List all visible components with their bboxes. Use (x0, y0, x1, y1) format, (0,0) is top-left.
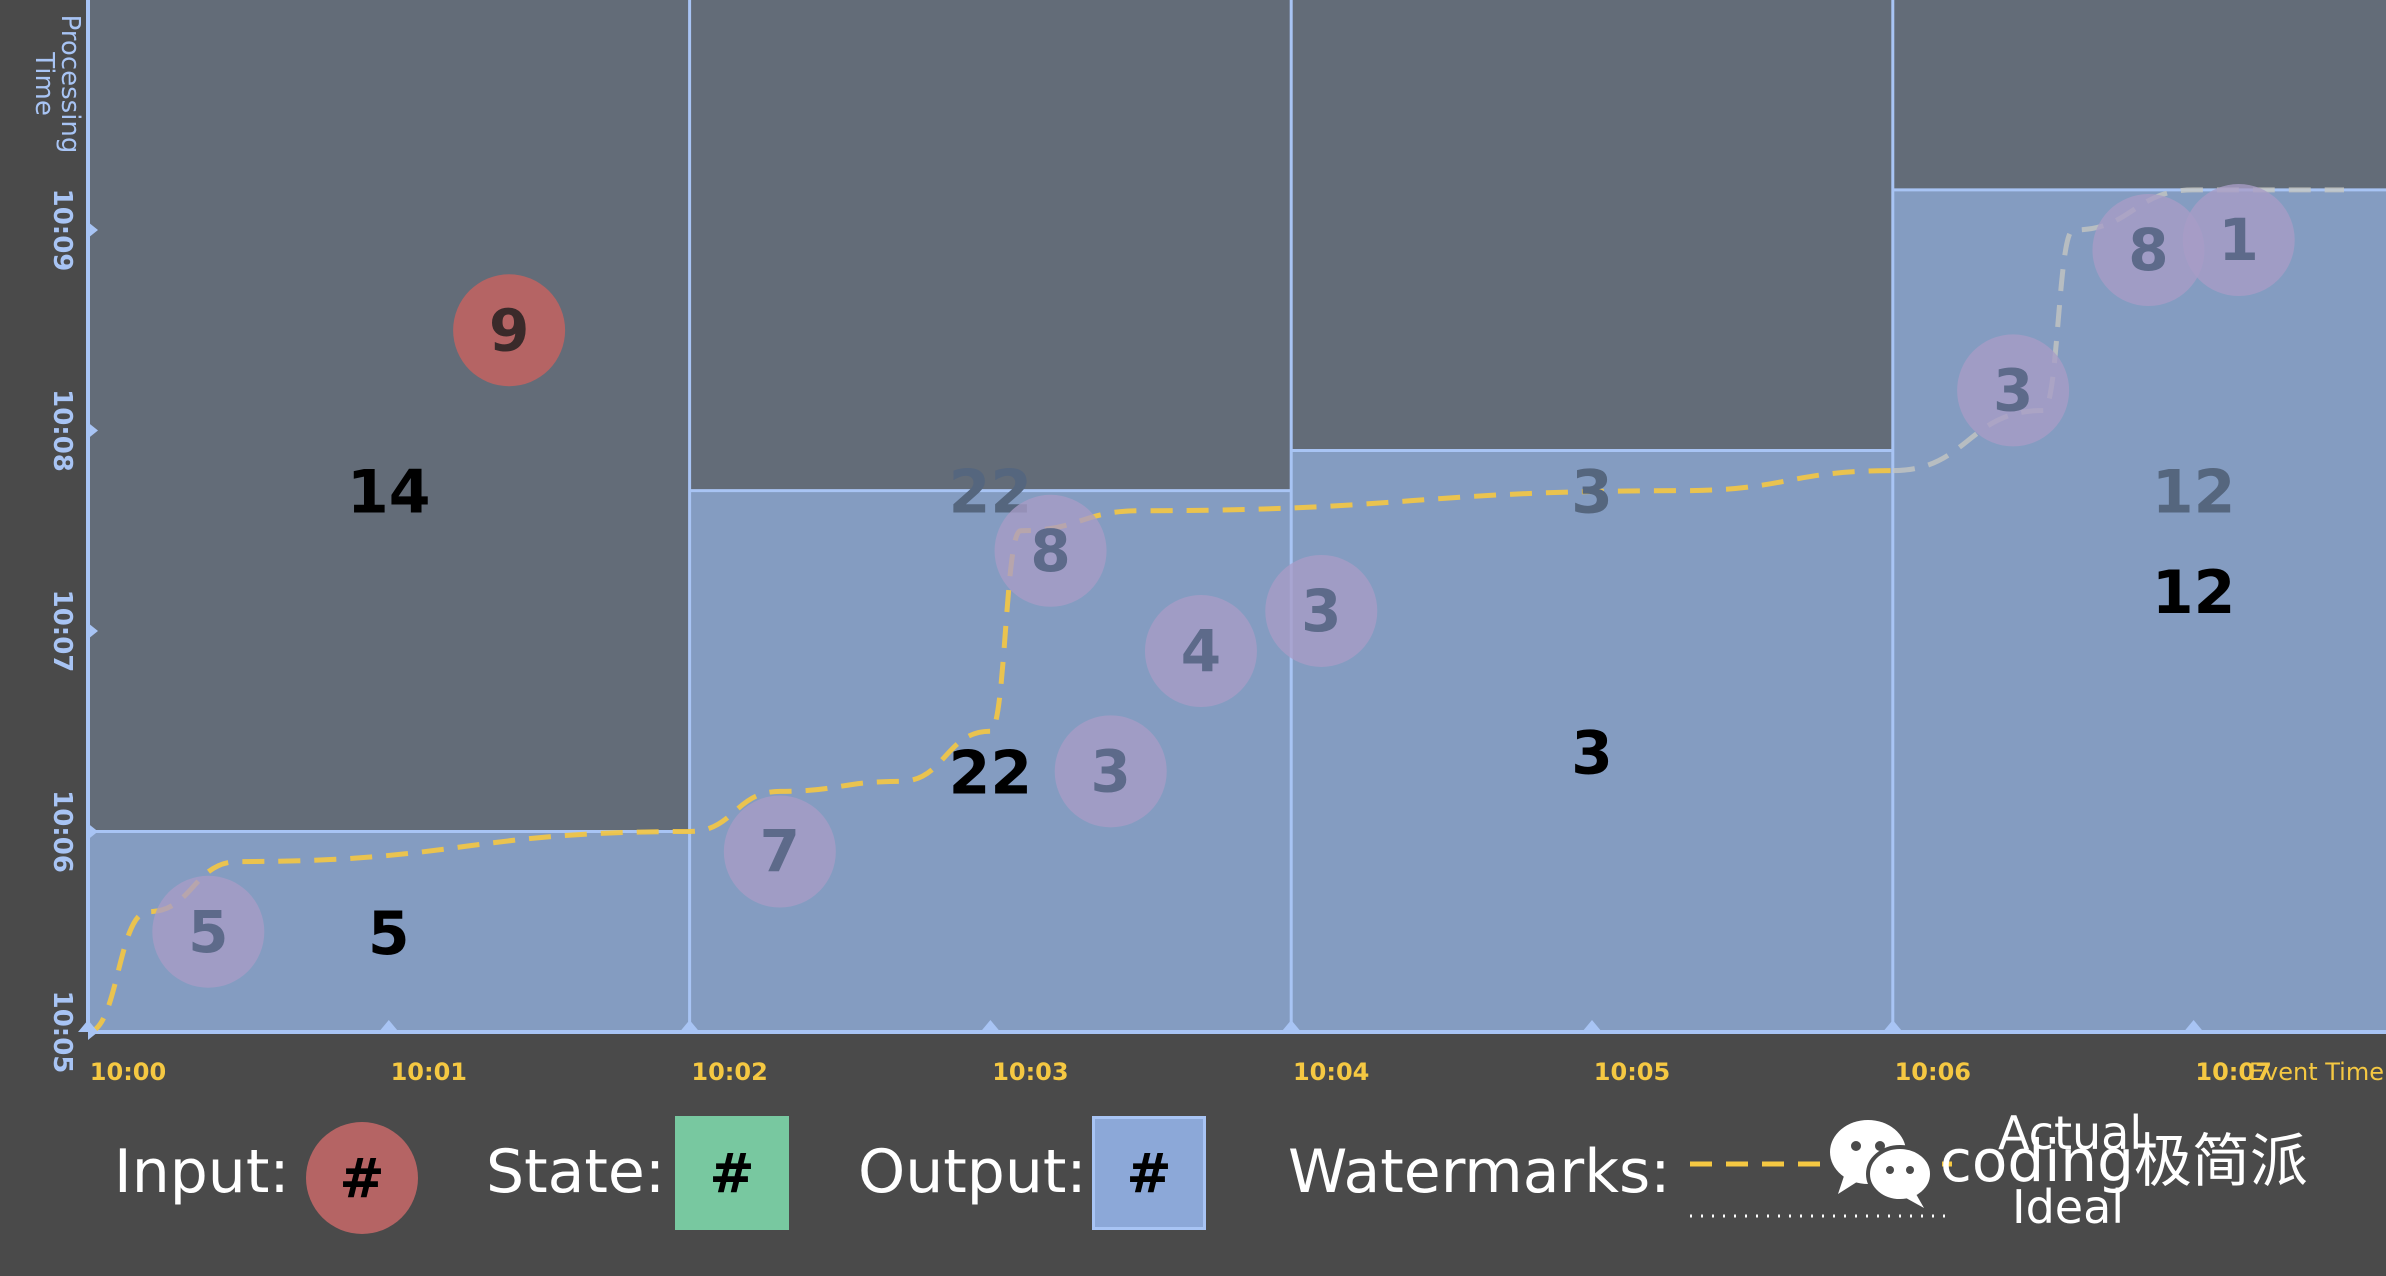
output-value-2-0: 3 (1571, 458, 1613, 528)
legend-output-label: Output: (858, 1137, 1087, 1207)
x-tick-marker-6 (1882, 1020, 1903, 1032)
input-element-4 (1054, 715, 1167, 828)
legend-input-hash: # (339, 1146, 385, 1210)
x-tick-label-5: 10:05 (1594, 1058, 1670, 1086)
input-value-7: 3 (1993, 356, 2033, 424)
output-value-1-1: 22 (949, 738, 1033, 808)
x-tick-marker-4 (1281, 1020, 1302, 1032)
input-value-6: 3 (1301, 577, 1341, 645)
x-tick-marker-0 (78, 1020, 98, 1032)
y-tick-label-1: 10:06 (47, 790, 77, 873)
input-element-9 (2182, 184, 2295, 297)
input-value-2: 7 (760, 818, 800, 886)
y-tick-marker-1 (88, 823, 98, 840)
x-tick-label-1: 10:01 (391, 1058, 467, 1086)
y-tick-marker-3 (88, 422, 98, 439)
window-pane-pending-1 (689, 0, 1292, 491)
y-tick-label-0: 10:05 (47, 991, 77, 1074)
x-tick-label-0: 10:00 (90, 1058, 166, 1086)
event-time-axis: 10:00 10:01 10:02 10:03 10:04 10:05 10:06 10:07… (78, 1020, 2384, 1086)
legend-output-symbol: # (1092, 1116, 1206, 1230)
x-tick-label-3: 10:03 (992, 1058, 1068, 1086)
window-pane-output-1 (689, 490, 1292, 1032)
input-element-7 (1957, 334, 2070, 447)
legend-actual-label: Actual (1998, 1106, 2143, 1160)
output-value-3-0: 12 (2152, 458, 2236, 528)
legend-watermarks-label: Watermarks: (1288, 1137, 1671, 1207)
input-value-4: 3 (1091, 737, 1131, 805)
legend-input-label: Input: (114, 1137, 290, 1207)
input-element-1 (453, 274, 566, 387)
watermark-lines (87, 187, 2344, 1035)
y-axis-title-1: Time (29, 51, 59, 116)
input-value-1: 9 (489, 296, 529, 364)
input-value-8: 8 (2128, 216, 2168, 284)
output-value-3-1: 12 (2152, 558, 2236, 628)
legend-state-symbol: # (675, 1116, 789, 1230)
wechat-icon (1830, 1120, 1934, 1208)
y-tick-marker-2 (88, 623, 98, 639)
x-tick-marker-1 (378, 1020, 399, 1032)
input-element-8 (2092, 194, 2205, 307)
x-tick-marker-3 (980, 1020, 1001, 1032)
y-tick-label-2: 10:07 (47, 590, 77, 673)
input-element-6 (1265, 554, 1378, 667)
x-tick-marker-7 (2183, 1020, 2204, 1032)
input-element-0 (152, 875, 265, 988)
input-value-3: 8 (1030, 517, 1070, 585)
legend-output-hash: # (1126, 1141, 1172, 1205)
x-tick-label-4: 10:04 (1293, 1058, 1369, 1086)
input-value-0: 5 (188, 898, 228, 966)
x-tick-marker-5 (1582, 1020, 1602, 1032)
x-tick-marker-2 (679, 1020, 700, 1032)
input-value-9: 1 (2219, 206, 2259, 274)
input-value-5: 4 (1181, 617, 1221, 685)
legend-state-hash: # (709, 1141, 755, 1205)
window-pane-pending-3 (1892, 0, 2386, 190)
watermark-actual-line (87, 468, 1893, 1035)
input-element-2 (723, 795, 836, 908)
window-panes (86, 0, 2386, 1034)
window-pane-output-2 (1291, 450, 1893, 1032)
legend-ideal-label: Ideal (2012, 1180, 2125, 1234)
brand-watermark-text: coding极简派 (1940, 1127, 2308, 1195)
x-tick-label-7: 10:07 (2195, 1058, 2271, 1086)
y-tick-marker-4 (88, 222, 98, 238)
y-axis-title-0: Processing (55, 15, 85, 154)
window-pane-pending-0 (88, 0, 690, 832)
legend-state-label: State: (486, 1137, 666, 1207)
window-pane-output-3 (1892, 189, 2386, 1032)
input-element-3 (994, 494, 1107, 607)
x-tick-label-2: 10:02 (691, 1058, 767, 1086)
input-element-5 (1144, 595, 1257, 708)
x-tick-label-6: 10:06 (1895, 1058, 1971, 1086)
y-tick-label-4: 10:09 (47, 189, 77, 272)
y-tick-label-3: 10:08 (47, 389, 77, 472)
x-axis-title: Event Time (2249, 1058, 2384, 1086)
output-value-0-1: 5 (368, 899, 410, 969)
output-value-0-0: 14 (347, 458, 431, 528)
output-value-2-1: 3 (1571, 718, 1613, 788)
legend: Input: # State: # Output: # Watermarks: … (0, 1088, 2386, 1276)
legend-input-symbol: # (306, 1122, 418, 1234)
window-pane-pending-2 (1291, 0, 1893, 451)
